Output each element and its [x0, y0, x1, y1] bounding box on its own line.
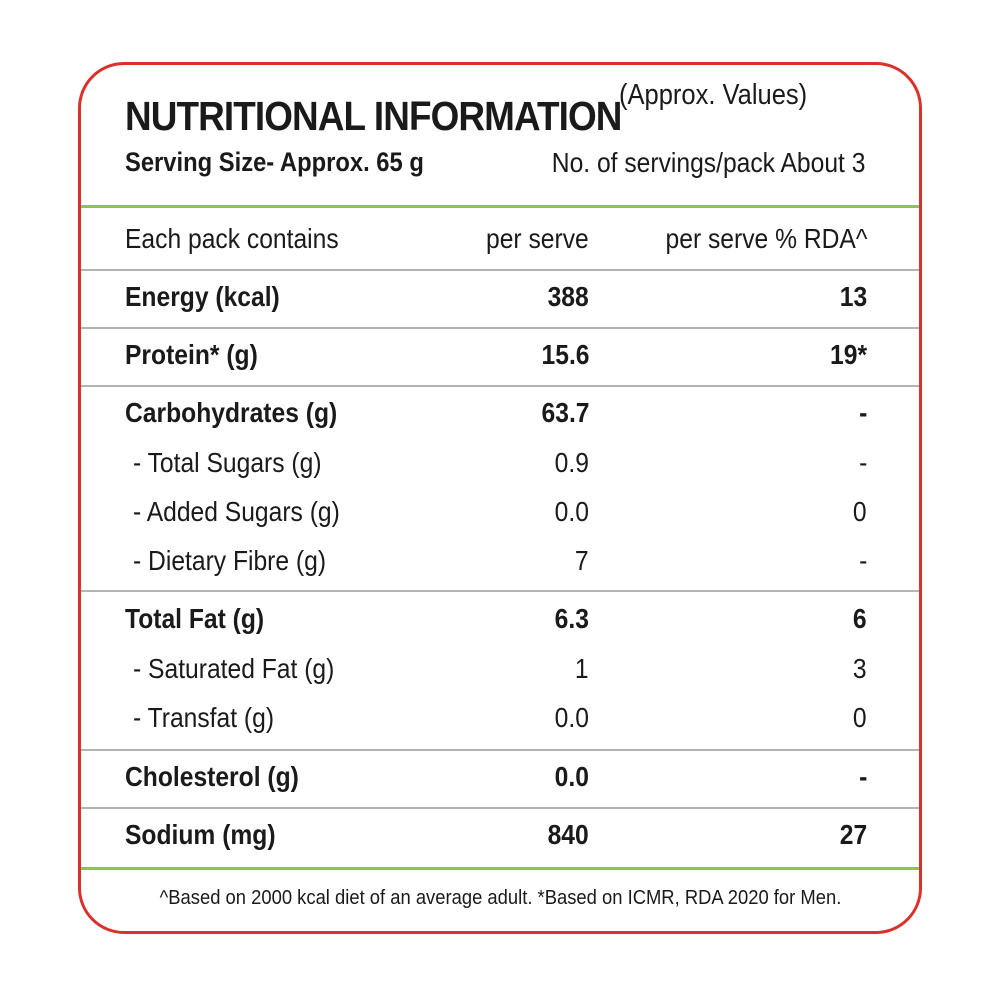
- row-per-serve: 0.0: [554, 761, 589, 792]
- table-row-cholesterol: Cholesterol (g) 0.0 -: [81, 755, 919, 799]
- row-divider: [81, 385, 919, 387]
- row-per-serve: 0.9: [554, 447, 589, 478]
- row-name: Protein* (g): [125, 339, 258, 370]
- column-header-rda: per serve % RDA^: [665, 223, 867, 254]
- table-row-transfat: - Transfat (g) 0.0 0: [81, 696, 919, 740]
- row-name: - Added Sugars (g): [133, 496, 340, 527]
- row-rda: -: [858, 761, 867, 792]
- row-name: Carbohydrates (g): [125, 397, 338, 428]
- column-header-name: Each pack contains: [125, 223, 339, 254]
- header-divider: [81, 205, 919, 208]
- row-divider: [81, 749, 919, 751]
- row-per-serve: 388: [547, 281, 589, 312]
- row-rda: 0: [853, 702, 867, 733]
- row-per-serve: 1: [575, 653, 589, 684]
- nutrition-panel: NUTRITIONAL INFORMATION (Approx. Values)…: [78, 62, 922, 934]
- row-per-serve: 840: [547, 819, 589, 850]
- table-row-saturated-fat: - Saturated Fat (g) 1 3: [81, 647, 919, 691]
- row-rda: -: [858, 545, 867, 576]
- row-per-serve: 0.0: [554, 702, 589, 733]
- row-divider: [81, 807, 919, 809]
- row-divider: [81, 269, 919, 271]
- table-row-dietary-fibre: - Dietary Fibre (g) 7 -: [81, 539, 919, 583]
- row-name: - Transfat (g): [133, 702, 275, 733]
- row-rda: 27: [839, 819, 867, 850]
- row-rda: 6: [853, 603, 867, 634]
- row-per-serve: 15.6: [541, 339, 589, 370]
- footnote: ^Based on 2000 kcal diet of an average a…: [81, 887, 919, 910]
- row-rda: 0: [853, 496, 867, 527]
- row-divider: [81, 327, 919, 329]
- panel-subtitle: (Approx. Values): [619, 79, 808, 111]
- table-row-total-sugars: - Total Sugars (g) 0.9 -: [81, 441, 919, 485]
- table-row-carbohydrates: Carbohydrates (g) 63.7 -: [81, 391, 919, 435]
- servings-per-pack: No. of servings/pack About 3: [551, 147, 865, 178]
- row-per-serve: 63.7: [541, 397, 589, 428]
- row-name: - Saturated Fat (g): [133, 653, 335, 684]
- row-name: Cholesterol (g): [125, 761, 299, 792]
- footnote-text: ^Based on 2000 kcal diet of an average a…: [159, 887, 841, 909]
- row-rda: 19*: [829, 339, 867, 370]
- table-row-energy: Energy (kcal) 388 13: [81, 275, 919, 319]
- row-per-serve: 7: [575, 545, 589, 576]
- table-row-added-sugars: - Added Sugars (g) 0.0 0: [81, 490, 919, 534]
- row-divider: [81, 590, 919, 592]
- panel-title: NUTRITIONAL INFORMATION: [125, 93, 622, 139]
- row-name: - Dietary Fibre (g): [133, 545, 327, 576]
- row-rda: 13: [839, 281, 867, 312]
- row-rda: 3: [853, 653, 867, 684]
- table-row-protein: Protein* (g) 15.6 19*: [81, 333, 919, 377]
- row-name: Sodium (mg): [125, 819, 276, 850]
- row-rda: -: [858, 447, 867, 478]
- row-name: - Total Sugars (g): [133, 447, 322, 478]
- serving-size: Serving Size- Approx. 65 g: [125, 147, 424, 177]
- row-rda: -: [858, 397, 867, 428]
- title-line: NUTRITIONAL INFORMATION: [125, 93, 677, 140]
- row-name: Total Fat (g): [125, 603, 265, 634]
- row-per-serve: 6.3: [554, 603, 589, 634]
- row-per-serve: 0.0: [554, 496, 589, 527]
- table-row-sodium: Sodium (mg) 840 27: [81, 813, 919, 857]
- column-header-row: Each pack contains per serve per serve %…: [81, 217, 919, 261]
- footer-divider: [81, 867, 919, 870]
- table-row-total-fat: Total Fat (g) 6.3 6: [81, 597, 919, 641]
- column-header-per-serve: per serve: [486, 223, 589, 254]
- row-name: Energy (kcal): [125, 281, 280, 312]
